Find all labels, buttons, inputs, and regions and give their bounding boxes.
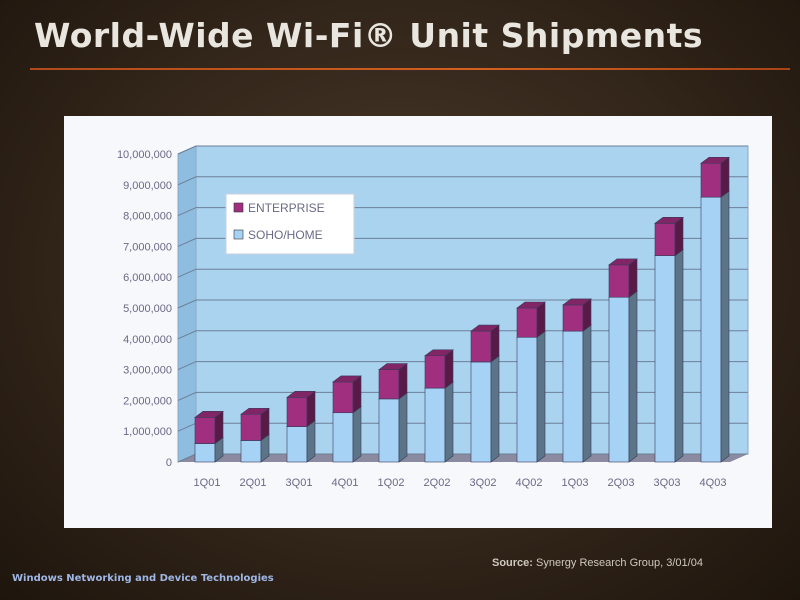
bar-soho-home <box>424 387 446 463</box>
bar-top-enterprise <box>654 217 684 224</box>
bar-enterprise <box>700 162 722 198</box>
footer-text: Windows Networking and Device Technologi… <box>12 573 274 584</box>
y-tick-label: 1,000,000 <box>123 426 172 438</box>
bar-top-enterprise <box>286 391 316 398</box>
bar-soho-home <box>194 443 216 463</box>
x-tick-label: 2Q01 <box>240 477 267 489</box>
source-label: Source: <box>492 557 533 569</box>
legend-box <box>225 193 355 255</box>
bar-side-soho-home <box>582 324 592 463</box>
bar-side-soho-home <box>628 290 638 463</box>
source-text: Synergy Research Group, 3/01/04 <box>536 557 703 569</box>
bar-enterprise <box>608 264 630 298</box>
bar-side-enterprise <box>720 156 730 198</box>
bar-soho-home <box>286 426 308 463</box>
bar-top-enterprise <box>424 349 454 357</box>
bar-top-enterprise <box>608 258 638 266</box>
bar-enterprise <box>378 369 400 400</box>
title-divider <box>30 68 790 70</box>
bar-top-enterprise <box>240 407 270 415</box>
y-tick-label: 8,000,000 <box>123 211 172 223</box>
y-gridline <box>177 237 748 247</box>
bar-side-soho-home <box>720 190 730 463</box>
bar-soho-home <box>608 296 630 463</box>
bar-soho-home <box>654 255 676 463</box>
y-tick-label: 5,000,000 <box>123 303 172 315</box>
bar-side-soho-home <box>306 419 316 463</box>
bar-top-enterprise <box>378 363 408 370</box>
bar-enterprise <box>654 223 676 256</box>
bar-enterprise <box>240 413 262 441</box>
bar-side-soho-home <box>444 381 454 463</box>
bar-soho-home <box>240 440 262 463</box>
y-gridline <box>177 299 748 309</box>
bar-side-soho-home <box>674 249 684 463</box>
bar-side-enterprise <box>628 258 638 298</box>
bar-side-enterprise <box>352 375 362 414</box>
bar-top-enterprise <box>700 156 730 164</box>
legend-label: SOHO/HOME <box>248 228 323 242</box>
bar-soho-home <box>470 361 492 463</box>
x-tick-label: 4Q02 <box>516 477 543 489</box>
source-citation: Source: Synergy Research Group, 3/01/04 <box>492 557 703 569</box>
bar-enterprise <box>286 397 308 427</box>
y-tick-label: 7,000,000 <box>123 241 172 253</box>
bar-top-enterprise <box>562 298 592 306</box>
chart-panel: 0 1,000,000 2,000,000 3,000,000 4,000,000 5,0… <box>64 116 772 528</box>
slide-title: World-Wide Wi-Fi® Unit Shipments <box>34 16 704 55</box>
x-tick-label: 4Q01 <box>332 477 359 489</box>
x-tick-label: 3Q01 <box>286 477 313 489</box>
y-tick-label: 10,000,000 <box>117 149 172 161</box>
bar-side-enterprise <box>444 349 454 389</box>
x-tick-label: 4Q03 <box>700 477 727 489</box>
bar-side-soho-home <box>490 355 500 463</box>
bar-top-enterprise <box>516 301 546 309</box>
bar-top-enterprise <box>332 375 362 383</box>
legend-label: ENTERPRISE <box>248 201 325 215</box>
bar-enterprise <box>516 307 538 338</box>
y-tick-label: 2,000,000 <box>123 395 172 407</box>
x-tick-label: 2Q02 <box>424 477 451 489</box>
bar-enterprise <box>424 355 446 389</box>
bar-soho-home <box>516 336 538 463</box>
bar-top-enterprise <box>194 411 224 418</box>
x-tick-label: 1Q01 <box>194 477 221 489</box>
x-tick-label: 1Q03 <box>562 477 589 489</box>
bar-enterprise <box>332 381 354 414</box>
y-tick-label: 6,000,000 <box>123 272 172 284</box>
y-tick-label: 4,000,000 <box>123 334 172 346</box>
bar-soho-home <box>700 196 722 463</box>
y-tick-label: 9,000,000 <box>123 180 172 192</box>
x-tick-label: 2Q03 <box>608 477 635 489</box>
bar-side-soho-home <box>398 392 408 463</box>
legend-swatch-soho-home <box>233 229 244 240</box>
y-gridline <box>177 268 748 278</box>
stacked-bar-chart: 0 1,000,000 2,000,000 3,000,000 4,000,000 5,0… <box>117 145 749 489</box>
bar-side-enterprise <box>674 216 684 257</box>
bar-enterprise <box>562 304 584 332</box>
y-gridline <box>177 176 748 186</box>
bar-enterprise <box>194 417 216 444</box>
legend-swatch-enterprise <box>233 202 244 213</box>
y-tick-label: 3,000,000 <box>123 365 172 377</box>
bar-soho-home <box>562 330 584 463</box>
y-gridline <box>177 207 748 217</box>
y-tick-label: 0 <box>166 457 172 469</box>
bar-soho-home <box>332 412 354 463</box>
bar-enterprise <box>470 330 492 363</box>
bar-soho-home <box>378 398 400 463</box>
bar-top-enterprise <box>470 324 500 332</box>
bar-side-soho-home <box>352 406 362 463</box>
x-tick-label: 3Q02 <box>470 477 497 489</box>
plot-floor <box>178 454 748 462</box>
x-tick-label: 1Q02 <box>378 477 405 489</box>
bar-side-enterprise <box>490 324 500 363</box>
bar-side-soho-home <box>536 330 546 463</box>
x-tick-label: 3Q03 <box>654 477 681 489</box>
y-gridline <box>177 145 748 155</box>
